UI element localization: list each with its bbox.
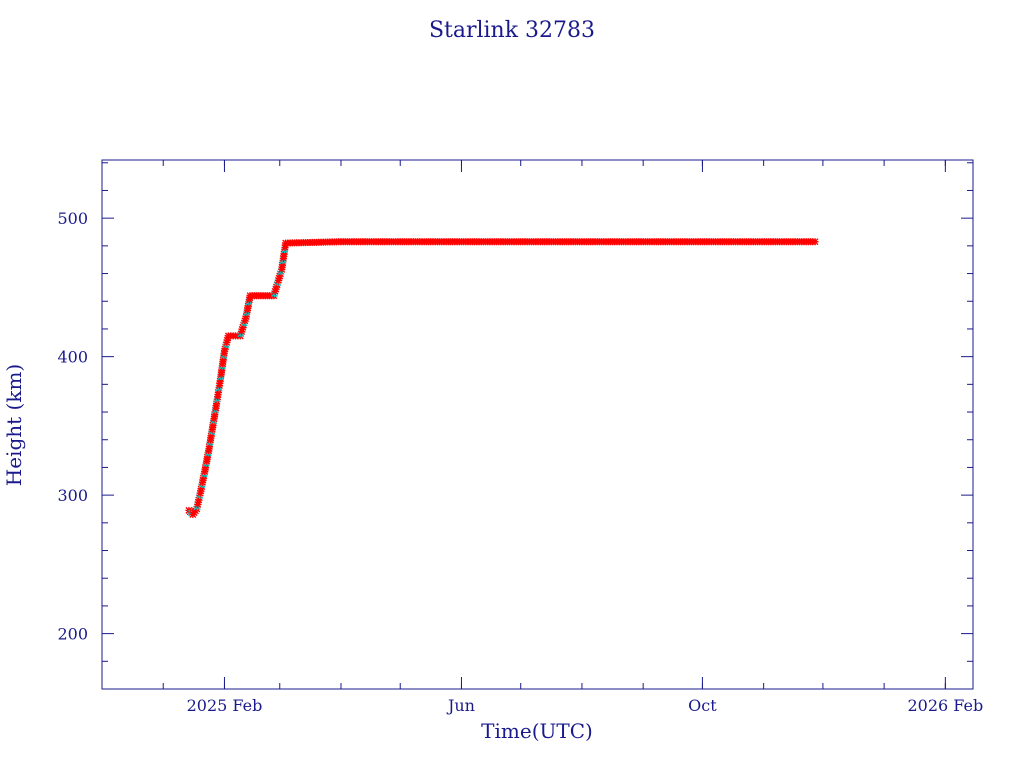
data-point [242, 315, 250, 323]
y-tick-label: 300 [57, 486, 88, 505]
data-point [275, 274, 283, 282]
data-point [241, 317, 249, 325]
y-axis-label: Height (km) [2, 364, 26, 486]
data-point [271, 287, 279, 295]
data-point [274, 276, 282, 284]
x-axis-label: Time(UTC) [481, 719, 593, 743]
x-tick-label: Oct [688, 696, 717, 715]
data-point [240, 319, 248, 327]
x-tick-labels: 2025 Feb Jun Oct 2026 Feb [187, 696, 984, 715]
x-tick-label: Jun [446, 696, 475, 715]
data-point [272, 285, 280, 293]
data-point [239, 323, 247, 331]
chart-title: Starlink 32783 [429, 18, 595, 43]
x-tick-label: 2026 Feb [907, 696, 983, 715]
series-line [188, 241, 815, 516]
data-point [276, 270, 284, 278]
data-point [237, 330, 245, 338]
data-point [273, 281, 281, 289]
axis-ticks [102, 160, 973, 689]
data-point [270, 290, 278, 298]
data-point [811, 238, 819, 246]
plot-frame [101, 159, 974, 690]
y-tick-label: 200 [57, 625, 88, 644]
data-point [240, 321, 248, 329]
data-series [185, 238, 819, 519]
y-tick-label: 500 [57, 209, 88, 228]
data-point [238, 328, 246, 336]
data-point [236, 332, 244, 340]
data-point [272, 283, 280, 291]
y-tick-labels: 200 300 400 500 [57, 209, 88, 643]
data-point [277, 268, 285, 276]
data-point [274, 279, 282, 287]
data-point [270, 292, 278, 300]
data-point [276, 272, 284, 280]
y-tick-label: 400 [57, 348, 88, 367]
x-tick-label: 2025 Feb [187, 696, 263, 715]
data-point [238, 325, 246, 333]
